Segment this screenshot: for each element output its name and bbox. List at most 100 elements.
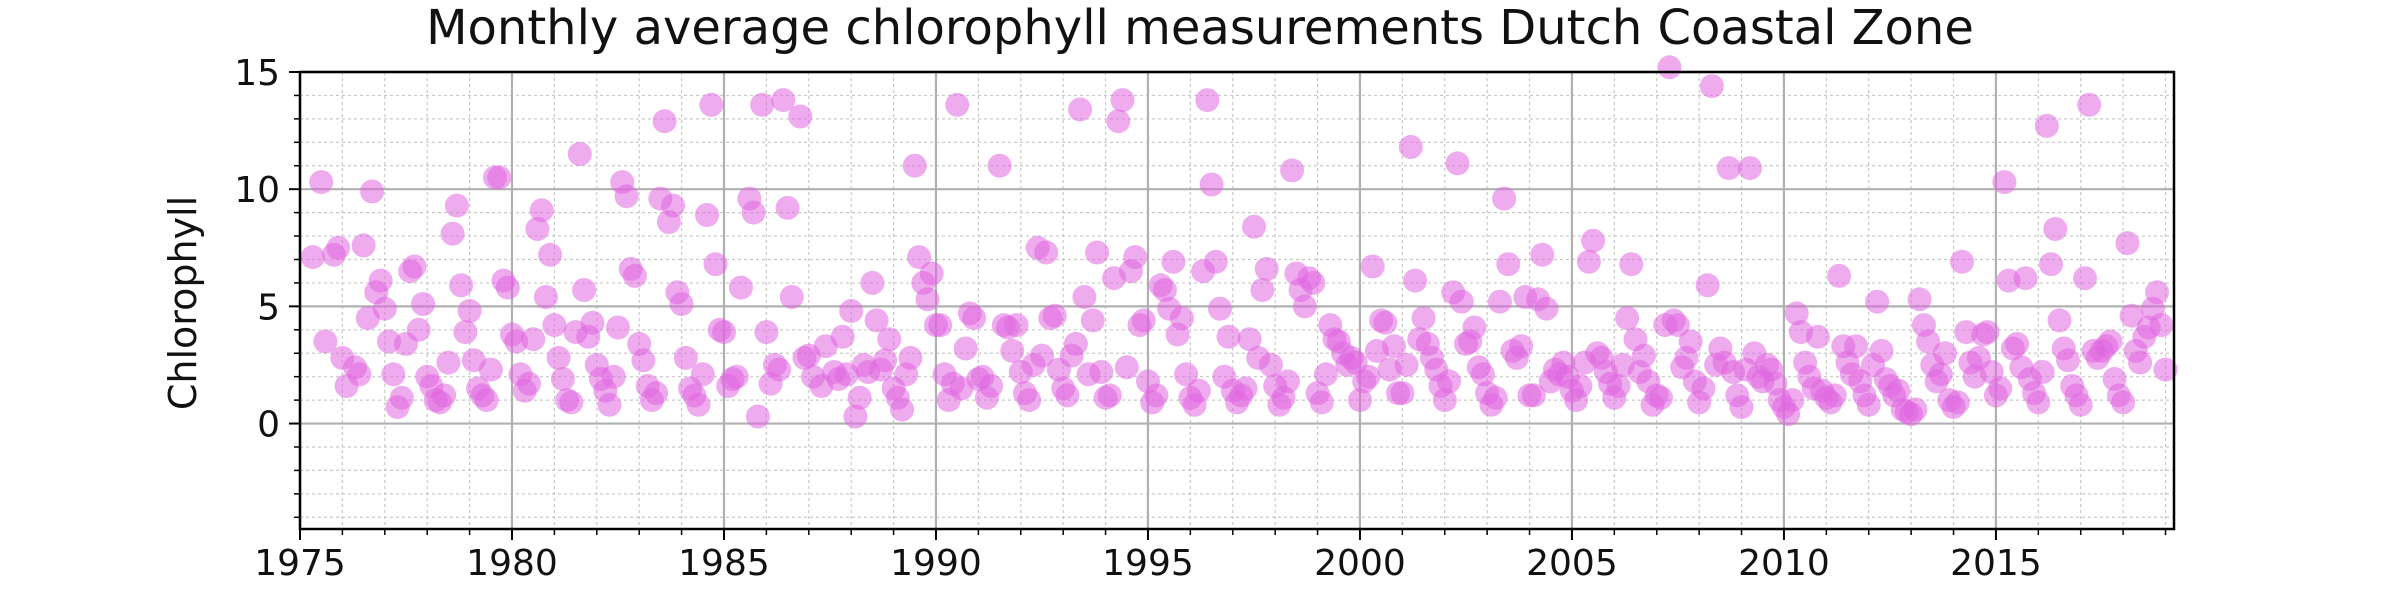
data-point xyxy=(898,345,923,370)
plot-frame xyxy=(298,70,2176,531)
data-point xyxy=(1394,352,1419,377)
data-point xyxy=(517,371,541,396)
data-point xyxy=(1865,289,1890,314)
data-point xyxy=(1869,338,1894,363)
data-point xyxy=(1606,374,1631,398)
data-point xyxy=(1492,186,1517,211)
data-point xyxy=(1068,97,1093,122)
data-point xyxy=(389,385,414,410)
x-tick-label: 1995 xyxy=(1102,543,1194,584)
data-point xyxy=(631,348,656,373)
data-point xyxy=(360,179,385,204)
data-point xyxy=(1242,214,1266,239)
data-point xyxy=(915,287,940,312)
x-tick-label: 2005 xyxy=(1526,543,1618,584)
data-point xyxy=(1004,313,1029,338)
data-point xyxy=(1784,301,1809,326)
data-point xyxy=(669,292,694,316)
x-tick-labels: 1975 1980 1985 1990 1995 2000 2005 2010 2015 xyxy=(254,543,2042,584)
data-point xyxy=(1945,390,1970,415)
data-point xyxy=(1055,383,1080,408)
data-point xyxy=(2077,92,2102,117)
data-point xyxy=(928,313,953,338)
data-point xyxy=(788,104,813,129)
data-point xyxy=(538,242,563,267)
data-point xyxy=(1030,343,1054,368)
data-point xyxy=(1348,388,1372,413)
data-point xyxy=(1445,151,1470,176)
data-point xyxy=(1174,362,1199,387)
data-point xyxy=(775,195,800,220)
data-point xyxy=(1950,249,1974,274)
data-point xyxy=(2098,329,2123,354)
data-point xyxy=(873,348,898,373)
y-tick-label: 0 xyxy=(257,405,280,446)
data-point xyxy=(529,198,554,223)
data-point xyxy=(1381,334,1406,359)
data-point xyxy=(559,390,584,415)
data-point xyxy=(767,357,792,382)
data-point xyxy=(1258,352,1283,377)
data-point xyxy=(703,252,728,277)
data-point xyxy=(1106,109,1131,134)
data-point xyxy=(2026,390,2051,415)
data-point xyxy=(1280,158,1305,183)
data-point xyxy=(474,388,499,413)
data-point xyxy=(1403,268,1428,293)
data-point xyxy=(890,397,915,422)
data-point xyxy=(326,235,351,260)
data-point xyxy=(614,184,639,209)
data-point xyxy=(1161,249,1186,274)
data-point xyxy=(1992,170,2017,195)
data-point xyxy=(1085,240,1110,265)
data-point xyxy=(2111,390,2136,415)
data-point xyxy=(1449,289,1474,314)
data-point xyxy=(1470,362,1495,387)
data-point xyxy=(1089,360,1114,384)
data-point xyxy=(1292,294,1317,319)
data-point xyxy=(1933,341,1957,366)
data-point xyxy=(2119,303,2144,328)
data-point xyxy=(712,320,736,345)
data-point xyxy=(1530,242,1555,267)
data-point xyxy=(597,392,622,417)
data-point xyxy=(533,285,558,309)
axis-ticks xyxy=(289,71,2167,540)
data-point xyxy=(2043,217,2068,241)
data-point xyxy=(1195,88,1220,113)
data-point xyxy=(690,362,715,387)
data-point xyxy=(750,92,775,117)
data-point xyxy=(2149,313,2174,338)
data-point xyxy=(1169,306,1194,331)
data-point xyxy=(440,221,465,246)
data-point xyxy=(745,404,770,429)
data-point xyxy=(2073,266,2097,291)
data-point xyxy=(1827,263,1852,288)
data-point xyxy=(406,317,431,342)
data-point xyxy=(436,350,461,375)
data-point xyxy=(860,270,885,295)
data-point xyxy=(1632,343,1656,368)
x-tick-label: 1990 xyxy=(890,543,982,584)
data-point xyxy=(572,278,597,302)
data-point xyxy=(1699,74,1724,99)
data-point xyxy=(521,327,546,352)
data-point xyxy=(1729,395,1754,420)
data-point xyxy=(1131,308,1156,333)
data-point xyxy=(661,193,686,218)
data-point xyxy=(1907,287,1932,312)
x-tick-label: 2000 xyxy=(1314,543,1406,584)
data-point xyxy=(1373,310,1398,335)
data-point xyxy=(1233,376,1258,401)
data-point xyxy=(1487,289,1512,314)
data-point xyxy=(1360,254,1385,279)
data-point xyxy=(1695,273,1720,298)
data-point xyxy=(1509,334,1534,359)
data-point xyxy=(1301,270,1326,295)
data-point xyxy=(1432,388,1457,413)
data-point xyxy=(673,345,698,370)
data-point xyxy=(1237,327,1262,352)
data-point xyxy=(525,217,550,241)
